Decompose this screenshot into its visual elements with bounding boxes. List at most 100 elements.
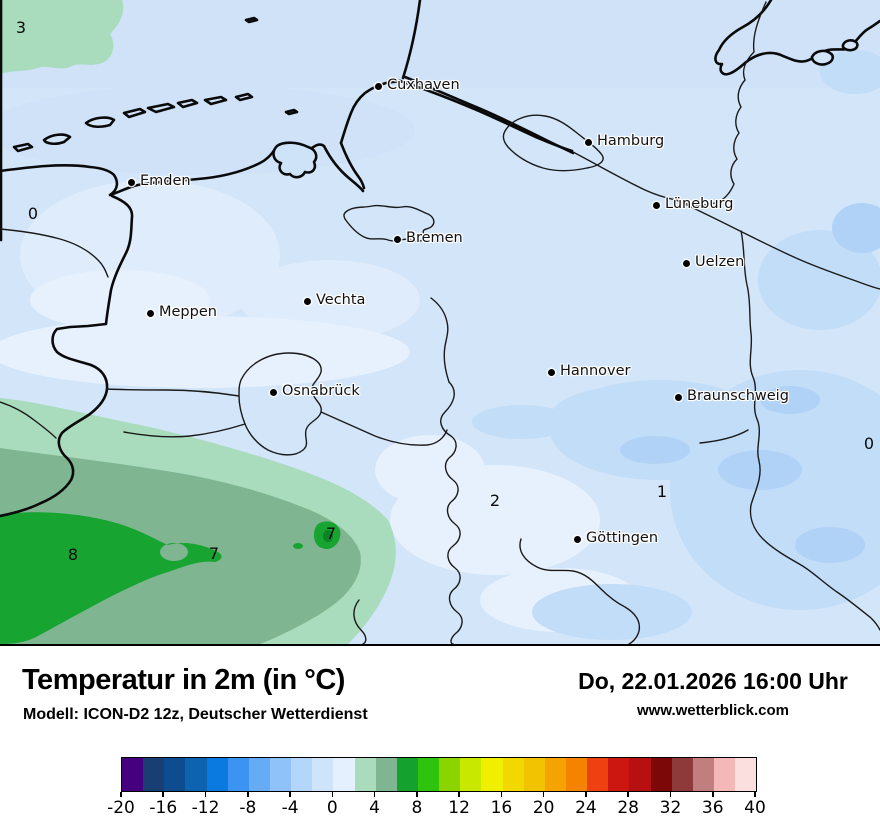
datetime-block: Do, 22.01.2026 16:00 Uhr www.wetterblick… — [568, 668, 858, 719]
colorbar-tick — [247, 792, 249, 797]
colorbar-tick — [416, 792, 418, 797]
city-label: Meppen — [159, 304, 217, 320]
city-label: Bremen — [406, 230, 463, 246]
colorbar-segment — [312, 758, 334, 791]
temperature-value-label: 0 — [27, 204, 39, 223]
colorbar-segment — [713, 758, 736, 791]
city-dot-icon — [584, 138, 592, 146]
city-label: Uelzen — [695, 254, 745, 270]
city-dot-icon — [374, 82, 382, 90]
city-label: Cuxhaven — [387, 77, 460, 93]
map-canvas — [0, 0, 880, 644]
valid-datetime: Do, 22.01.2026 16:00 Uhr — [578, 668, 848, 694]
city-dot-icon — [127, 178, 135, 186]
colorbar-tick — [331, 792, 334, 797]
colorbar-segment — [122, 758, 144, 791]
colorbar-tick-label: 36 — [701, 798, 724, 818]
city-label: Vechta — [316, 292, 366, 308]
colorbar-segment — [417, 758, 440, 791]
colorbar-segment — [565, 758, 588, 791]
map-coastline — [0, 0, 880, 518]
colorbar-tick-label: 0 — [326, 798, 338, 818]
colorbar-segment — [608, 758, 630, 791]
colorbar-tick-label: 4 — [369, 798, 380, 818]
colorbar-segment — [375, 758, 397, 791]
colorbar-segment — [185, 758, 207, 791]
colorbar-segment — [692, 758, 714, 791]
map-overlay: Cuxhaven Hamburg Emden Lüneburg Bremen Uelzen… — [15, 18, 875, 564]
colorbar-segment — [248, 758, 270, 791]
city-label: Hannover — [560, 363, 631, 379]
city-label: Göttingen — [586, 530, 659, 546]
temperature-value-label: 0 — [863, 434, 875, 453]
colorbar-segment — [143, 758, 165, 791]
colorbar-tick — [458, 792, 460, 797]
colorbar-tick-label: 8 — [411, 798, 423, 818]
colorbar-tick — [373, 792, 376, 797]
colorbar-segment — [587, 758, 609, 791]
colorbar-tick-label: -12 — [191, 798, 220, 818]
city-dot-icon — [547, 368, 555, 376]
colorbar-tick — [500, 792, 503, 797]
city-dot-icon — [269, 388, 277, 396]
colorbar-segment — [291, 758, 313, 791]
map-state-borders — [0, 1, 880, 644]
city-dot-icon — [573, 535, 581, 543]
colorbar-segment — [481, 758, 503, 791]
colorbar-tick-label: 24 — [575, 798, 597, 818]
temperature-value-label: 7 — [208, 544, 220, 563]
city-dot-icon — [682, 259, 690, 267]
colorbar-tick-label: -8 — [239, 798, 257, 818]
colorbar-segment — [544, 758, 566, 791]
colorbar-tick — [585, 792, 587, 797]
city-dot-icon — [674, 393, 682, 401]
city-label: Hamburg — [597, 133, 665, 149]
colorbar-tick — [669, 792, 672, 797]
colorbar-segment — [650, 758, 672, 791]
city-label: Braunschweig — [687, 388, 789, 404]
colorbar-segment — [227, 758, 249, 791]
city-label: Emden — [140, 173, 191, 189]
colorbar-tick-label: 20 — [532, 798, 555, 818]
city-dot-icon — [652, 201, 660, 209]
colorbar-tick-label: -4 — [281, 798, 299, 818]
colorbar-segment — [523, 758, 545, 791]
colorbar-segment — [396, 758, 418, 791]
website-url: www.wetterblick.com — [637, 702, 789, 719]
colorbar-segment — [354, 758, 376, 791]
colorbar-tick — [542, 792, 545, 797]
map-footer: Temperatur in 2m (in °C) Modell: ICON-D2… — [0, 646, 880, 830]
colorbar-segment — [269, 758, 292, 791]
colorbar-tick — [162, 792, 165, 797]
colorbar-tick-label: 12 — [448, 798, 470, 818]
colorbar-segment — [206, 758, 228, 791]
city-label: Osnabrück — [282, 383, 360, 399]
colorbar-tick — [204, 792, 207, 797]
weather-map: Cuxhaven Hamburg Emden Lüneburg Bremen Uelzen… — [0, 0, 880, 646]
colorbar-tick-label: -16 — [149, 798, 178, 818]
temperature-value-label: 3 — [15, 18, 27, 37]
temperature-value-label: 8 — [67, 545, 79, 564]
colorbar-segment — [735, 758, 757, 791]
colorbar-gradient — [121, 757, 757, 792]
city-dot-icon — [303, 297, 311, 305]
model-subtitle: Modell: ICON-D2 12z, Deutscher Wetterdie… — [23, 706, 368, 723]
colorbar-axis: -20 -16 -12 -8 -4 0 4 8 12 16 20 24 28 32 36 40 — [107, 792, 766, 822]
colorbar-tick — [289, 792, 291, 797]
temperature-value-label: 1 — [656, 482, 668, 501]
colorbar-tick — [627, 792, 629, 797]
colorbar-segment — [460, 758, 482, 791]
city-label: Lüneburg — [665, 196, 734, 212]
colorbar-tick-label: -20 — [107, 798, 135, 818]
colorbar-segment — [439, 758, 461, 791]
colorbar-tick-label: 16 — [490, 798, 513, 818]
colorbar-tick-label: 32 — [659, 798, 682, 818]
colorbar-segment — [164, 758, 186, 791]
colorbar-tick — [711, 792, 714, 797]
colorbar-segment — [671, 758, 693, 791]
colorbar-tick-label: 40 — [744, 798, 766, 818]
colorbar-tick — [120, 792, 122, 797]
colorbar-segment — [629, 758, 651, 791]
colorbar-segment — [502, 758, 524, 791]
